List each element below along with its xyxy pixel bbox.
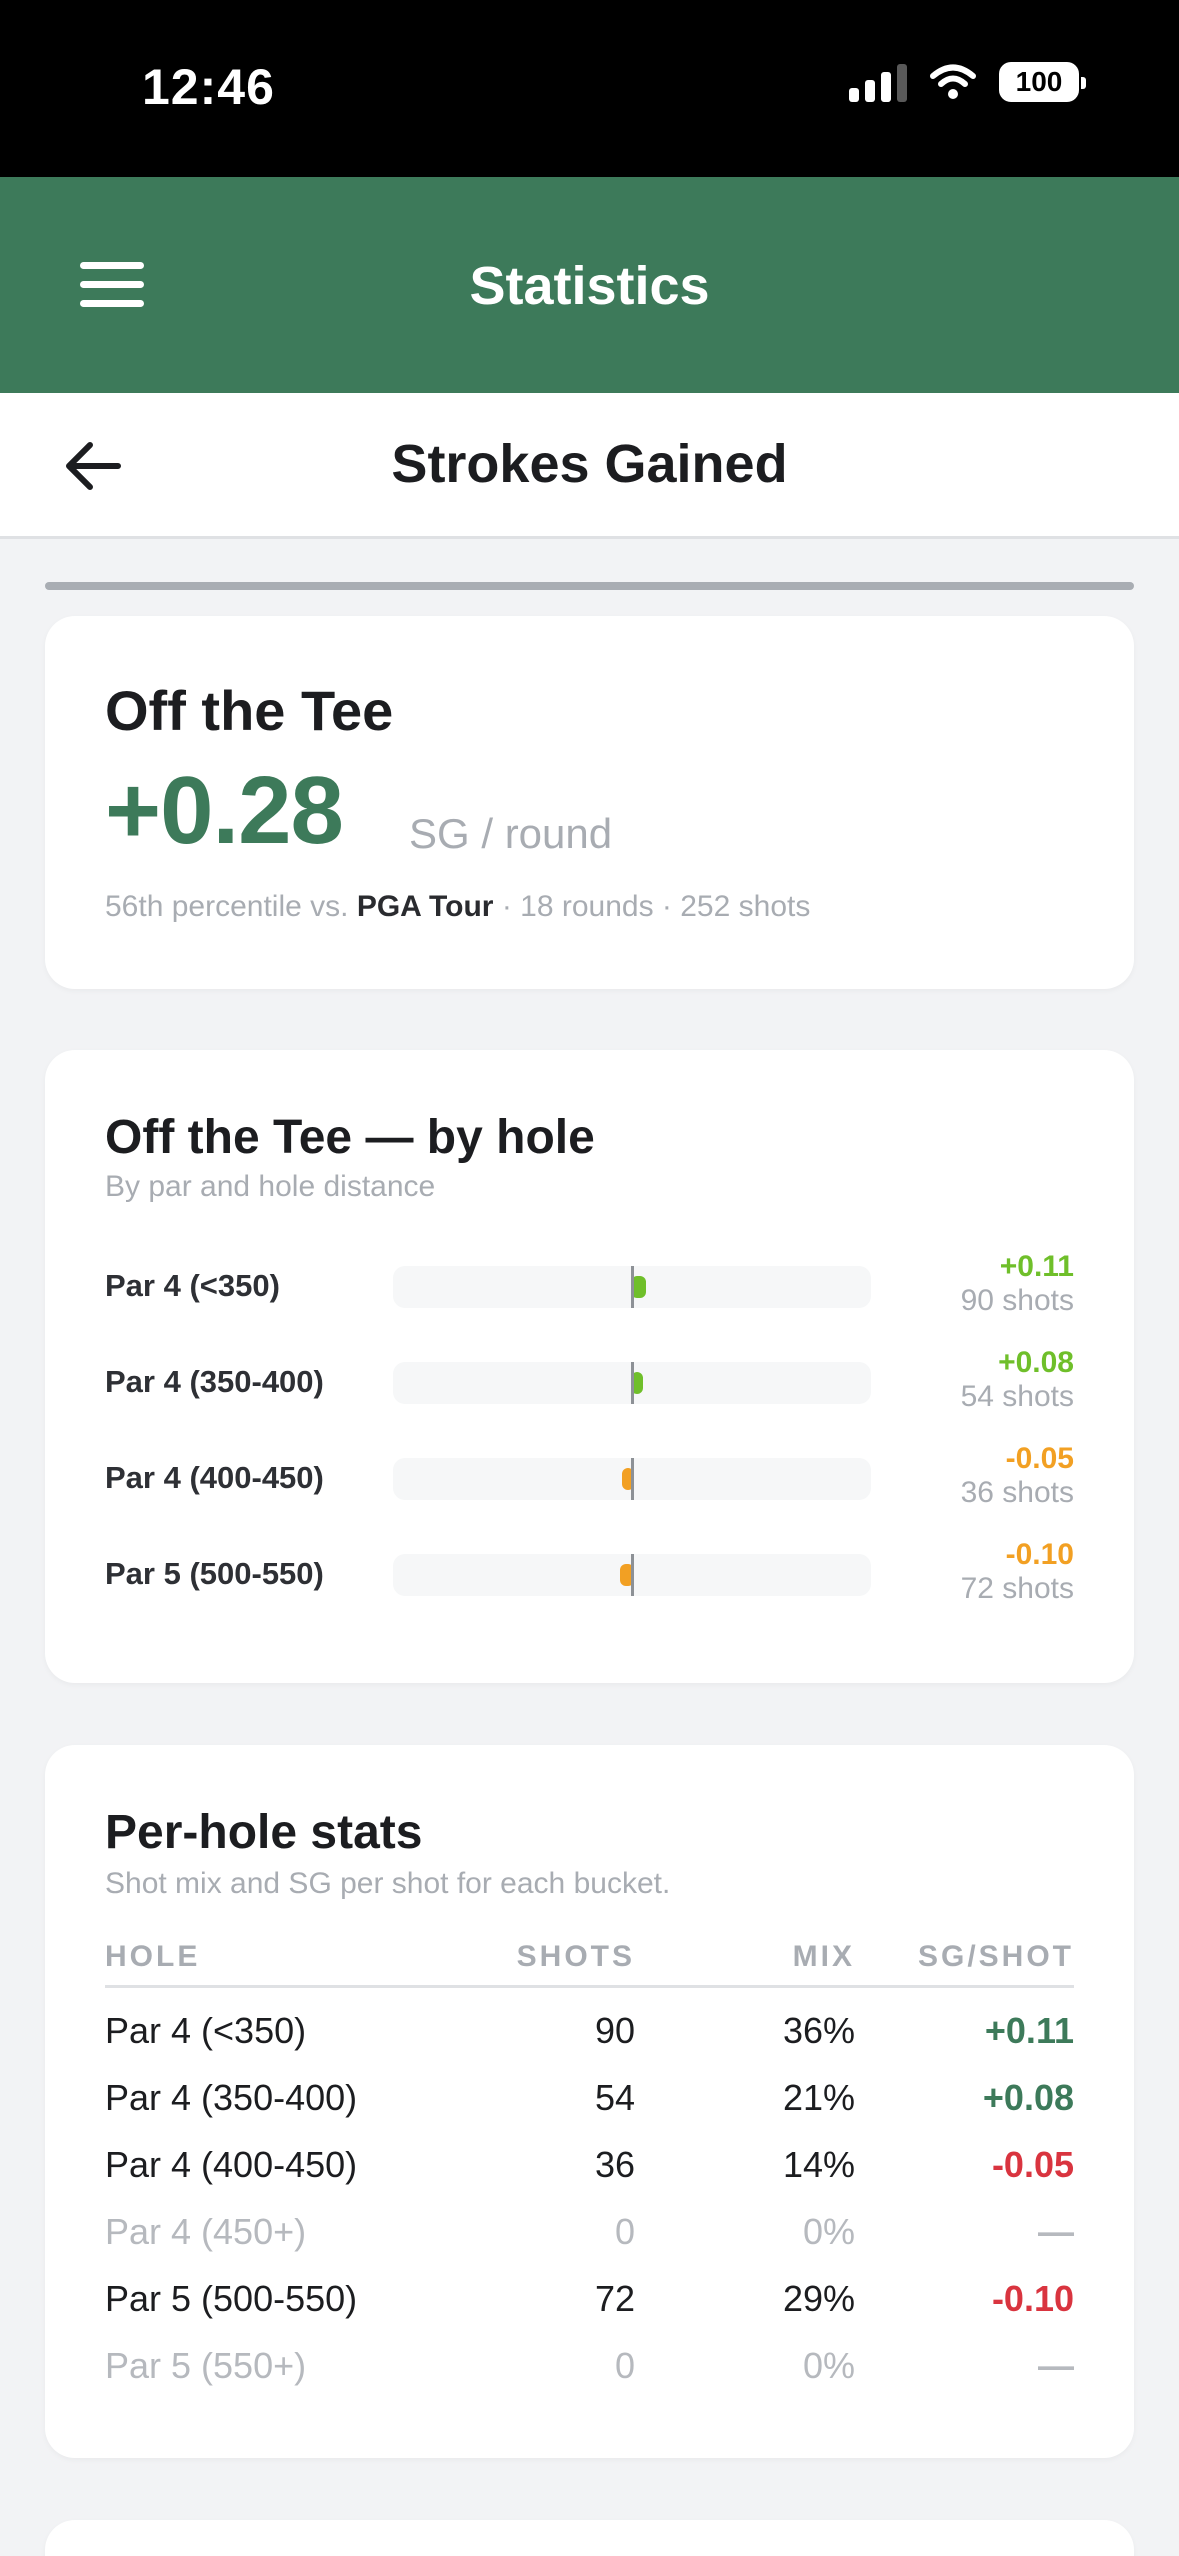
zero-axis — [631, 1266, 634, 1308]
chart-category-label: Par 4 (350-400) — [105, 1364, 324, 1399]
cell-sg-per-shot: — — [1038, 2345, 1074, 2386]
next-card — [45, 2520, 1134, 2556]
bar-track — [393, 1362, 871, 1404]
status-icons: 100 — [849, 62, 1086, 102]
table-row: Par 5 (550+) 0 0% — — [105, 2345, 1074, 2405]
chart-shots-label: 72 shots — [960, 1572, 1074, 1605]
wifi-icon — [930, 64, 976, 99]
cell-shots: 54 — [594, 2077, 635, 2118]
cell-hole: Par 4 (400-450) — [105, 2144, 358, 2185]
cell-hole: Par 4 (450+) — [105, 2211, 307, 2252]
chart-row: Par 4 (350-400) +0.08 54 shots — [105, 1346, 1074, 1426]
cellular-signal-icon — [849, 62, 907, 102]
summary-title: Off the Tee — [105, 679, 394, 742]
table-row: Par 4 (450+) 0 0% — — [105, 2211, 1074, 2271]
chart-category-label: Par 4 (<350) — [105, 1268, 280, 1303]
chart-row: Par 4 (<350) +0.11 90 shots — [105, 1250, 1074, 1330]
cell-mix: 14% — [782, 2144, 855, 2185]
summary-meta: 56th percentile vs. PGA Tour · 18 rounds… — [105, 890, 810, 924]
header-mix: MIX — [792, 1940, 855, 1973]
per-hole-card: Per-hole stats Shot mix and SG per shot … — [45, 1745, 1134, 2458]
app-header: Statistics — [0, 177, 1179, 393]
section-title: Strokes Gained — [391, 434, 788, 494]
cell-sg-per-shot: — — [1038, 2211, 1074, 2252]
rounds-shots-text: · 18 rounds · 252 shots — [501, 890, 811, 923]
cell-shots: 0 — [614, 2345, 635, 2386]
by-hole-subtitle: By par and hole distance — [105, 1170, 436, 1203]
table-row: Par 4 (<350) 90 36% +0.11 — [105, 2010, 1074, 2070]
tour-name: PGA Tour — [356, 890, 494, 923]
cell-sg-per-shot: +0.11 — [984, 2010, 1074, 2051]
chart-bar — [620, 1564, 634, 1586]
cell-mix: 0% — [802, 2211, 855, 2252]
status-time: 12:46 — [142, 59, 275, 115]
summary-unit: SG / round — [409, 810, 613, 857]
chart-category-label: Par 4 (400-450) — [105, 1460, 324, 1495]
chart-value-label: +0.08 — [998, 1346, 1074, 1379]
cell-sg-per-shot: -0.05 — [991, 2144, 1074, 2185]
percentile-text: 56th percentile vs. — [105, 890, 349, 923]
zero-axis — [631, 1362, 634, 1404]
table-row: Par 5 (500-550) 72 29% -0.10 — [105, 2278, 1074, 2338]
table-header: HOLE SHOTS MIX SG/SHOT — [105, 1940, 1074, 1988]
chart-category-label: Par 5 (500-550) — [105, 1556, 324, 1591]
cell-shots: 72 — [594, 2278, 635, 2319]
bar-track — [393, 1266, 871, 1308]
cell-shots: 0 — [614, 2211, 635, 2252]
chart-bar — [631, 1276, 646, 1298]
battery-icon: 100 — [999, 62, 1086, 102]
chart-shots-label: 36 shots — [960, 1476, 1074, 1509]
chart-value-label: -0.10 — [1005, 1538, 1074, 1571]
cell-sg-per-shot: -0.10 — [991, 2278, 1074, 2319]
cell-mix: 21% — [782, 2077, 855, 2118]
table-row: Par 4 (350-400) 54 21% +0.08 — [105, 2077, 1074, 2137]
cell-mix: 0% — [802, 2345, 855, 2386]
status-bar: 12:46 100 — [0, 0, 1179, 177]
back-arrow-icon[interactable] — [60, 431, 130, 501]
cell-hole: Par 5 (550+) — [105, 2345, 307, 2386]
cell-hole: Par 4 (350-400) — [105, 2077, 358, 2118]
menu-icon[interactable] — [80, 262, 144, 308]
summary-card: Off the Tee +0.28 SG / round 56th percen… — [45, 616, 1134, 989]
page-title: Statistics — [469, 256, 710, 316]
chart-value-label: +0.11 — [999, 1250, 1074, 1283]
scroll-indicator — [45, 582, 1134, 590]
chart-row: Par 5 (500-550) -0.10 72 shots — [105, 1538, 1074, 1618]
chart-row: Par 4 (400-450) -0.05 36 shots — [105, 1442, 1074, 1522]
by-hole-title: Off the Tee — by hole — [105, 1111, 595, 1164]
cell-hole: Par 5 (500-550) — [105, 2278, 358, 2319]
zero-axis — [631, 1554, 634, 1596]
cell-shots: 36 — [594, 2144, 635, 2185]
header-shots: SHOTS — [516, 1940, 635, 1973]
table-row: Par 4 (400-450) 36 14% -0.05 — [105, 2144, 1074, 2204]
chart-value-label: -0.05 — [1005, 1442, 1074, 1475]
per-hole-title: Per-hole stats — [105, 1806, 423, 1859]
per-hole-subtitle: Shot mix and SG per shot for each bucket… — [105, 1867, 671, 1900]
zero-axis — [631, 1458, 634, 1500]
header-sg-per-shot: SG/SHOT — [917, 1940, 1074, 1973]
cell-hole: Par 4 (<350) — [105, 2010, 307, 2051]
chart-bar — [631, 1372, 643, 1394]
cell-mix: 29% — [782, 2278, 855, 2319]
cell-mix: 36% — [782, 2010, 855, 2051]
bar-track — [393, 1458, 871, 1500]
header-hole: HOLE — [105, 1940, 201, 1973]
chart-shots-label: 54 shots — [960, 1380, 1074, 1413]
summary-value: +0.28 — [105, 757, 344, 864]
chart-shots-label: 90 shots — [960, 1284, 1074, 1317]
cell-shots: 90 — [594, 2010, 635, 2051]
bar-track — [393, 1554, 871, 1596]
by-hole-card: Off the Tee — by hole By par and hole di… — [45, 1050, 1134, 1683]
sub-header: Strokes Gained — [0, 393, 1179, 539]
cell-sg-per-shot: +0.08 — [982, 2077, 1074, 2118]
